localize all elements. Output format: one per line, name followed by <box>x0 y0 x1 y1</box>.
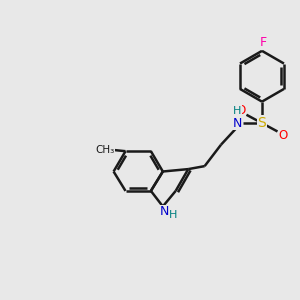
Text: N: N <box>160 205 169 218</box>
Text: F: F <box>260 36 267 49</box>
Text: O: O <box>236 104 246 117</box>
Text: O: O <box>278 129 287 142</box>
Text: CH₃: CH₃ <box>95 145 114 155</box>
Text: H: H <box>169 210 178 220</box>
Text: H: H <box>233 106 242 116</box>
Text: N: N <box>233 117 242 130</box>
Text: S: S <box>258 116 266 130</box>
